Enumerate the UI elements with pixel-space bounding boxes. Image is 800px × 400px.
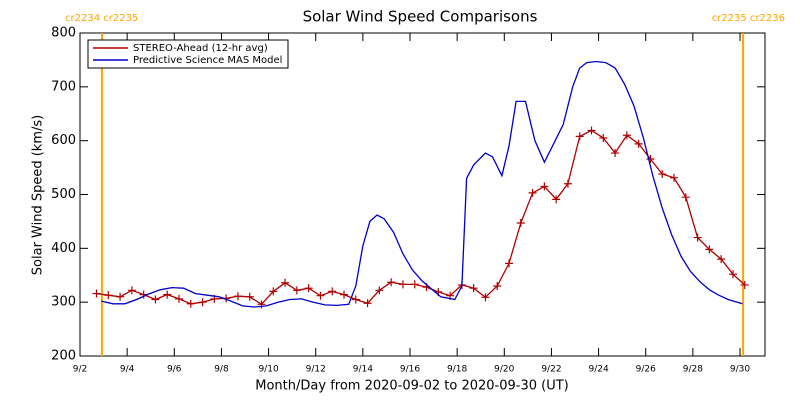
x-axis-title: Month/Day from 2020-09-02 to 2020-09-30 …	[255, 379, 568, 394]
data-point	[104, 291, 113, 300]
data-point	[175, 294, 184, 303]
data-point	[469, 284, 478, 293]
rotation-label: cr2234 cr2235	[65, 13, 138, 24]
data-point	[127, 286, 136, 295]
data-point	[505, 259, 514, 268]
y-tick-label: 800	[51, 26, 76, 41]
x-tick-label: 9/10	[258, 365, 278, 375]
x-tick-label: 9/2	[73, 365, 87, 375]
y-axis-title: Solar Wind Speed (km/s)	[31, 115, 46, 275]
data-point	[622, 131, 631, 140]
x-tick-label: 9/18	[447, 365, 467, 375]
x-tick-label: 9/6	[167, 365, 182, 375]
data-point	[233, 292, 242, 301]
data-point	[363, 299, 372, 308]
x-tick-label: 9/26	[636, 365, 656, 375]
data-point	[198, 298, 207, 307]
data-point	[269, 287, 278, 296]
data-point	[634, 139, 643, 148]
data-point	[151, 295, 160, 304]
x-tick-label: 9/16	[400, 365, 420, 375]
data-point	[587, 126, 596, 135]
data-point	[552, 195, 561, 204]
x-tick-label: 9/24	[588, 365, 608, 375]
data-point	[563, 179, 572, 188]
data-point	[328, 287, 337, 296]
data-point	[375, 286, 384, 295]
data-point	[186, 299, 195, 308]
data-point	[116, 292, 125, 301]
x-tick-label: 9/30	[730, 365, 750, 375]
plot-frame	[79, 32, 766, 357]
legend-box	[87, 39, 289, 69]
data-point	[599, 133, 608, 142]
data-point	[646, 154, 655, 163]
x-tick-label: 9/14	[353, 365, 373, 375]
data-point	[92, 289, 101, 298]
data-point	[387, 278, 396, 287]
legend-label: Predictive Science MAS Model	[133, 55, 282, 66]
legend-label: STEREO-Ahead (12-hr avg)	[133, 43, 268, 54]
data-point	[575, 132, 584, 141]
data-point	[245, 292, 254, 301]
data-point	[163, 290, 172, 299]
data-point	[410, 280, 419, 289]
data-point	[728, 270, 737, 279]
data-point	[658, 170, 667, 179]
data-point	[398, 280, 407, 289]
data-point	[516, 219, 525, 228]
data-point	[740, 280, 749, 289]
data-point	[528, 188, 537, 197]
y-tick-label: 300	[51, 295, 76, 310]
y-tick-label: 200	[51, 349, 76, 364]
x-tick-label: 9/8	[214, 365, 229, 375]
data-point	[481, 293, 490, 302]
y-tick-label: 600	[51, 133, 76, 148]
data-point	[304, 284, 313, 293]
y-tick-label: 700	[51, 79, 76, 94]
data-point	[316, 291, 325, 300]
x-tick-label: 9/22	[541, 365, 561, 375]
chart-title: Solar Wind Speed Comparisons	[303, 8, 538, 26]
data-point	[493, 282, 502, 291]
data-point	[340, 290, 349, 299]
y-tick-label: 500	[51, 187, 76, 202]
data-point	[540, 182, 549, 191]
x-tick-label: 9/28	[683, 365, 703, 375]
data-point	[611, 149, 620, 158]
data-point	[351, 295, 360, 304]
x-tick-label: 9/20	[494, 365, 514, 375]
data-point	[670, 173, 679, 182]
data-point	[292, 286, 301, 295]
rotation-label: cr2235 cr2236	[712, 13, 785, 24]
data-point	[717, 255, 726, 264]
data-point	[693, 233, 702, 242]
x-tick-label: 9/12	[306, 365, 326, 375]
x-tick-label: 9/4	[120, 365, 135, 375]
data-point	[281, 278, 290, 287]
series-line	[101, 60, 743, 308]
data-point	[705, 245, 714, 254]
data-point	[681, 193, 690, 202]
y-tick-label: 400	[51, 241, 76, 256]
